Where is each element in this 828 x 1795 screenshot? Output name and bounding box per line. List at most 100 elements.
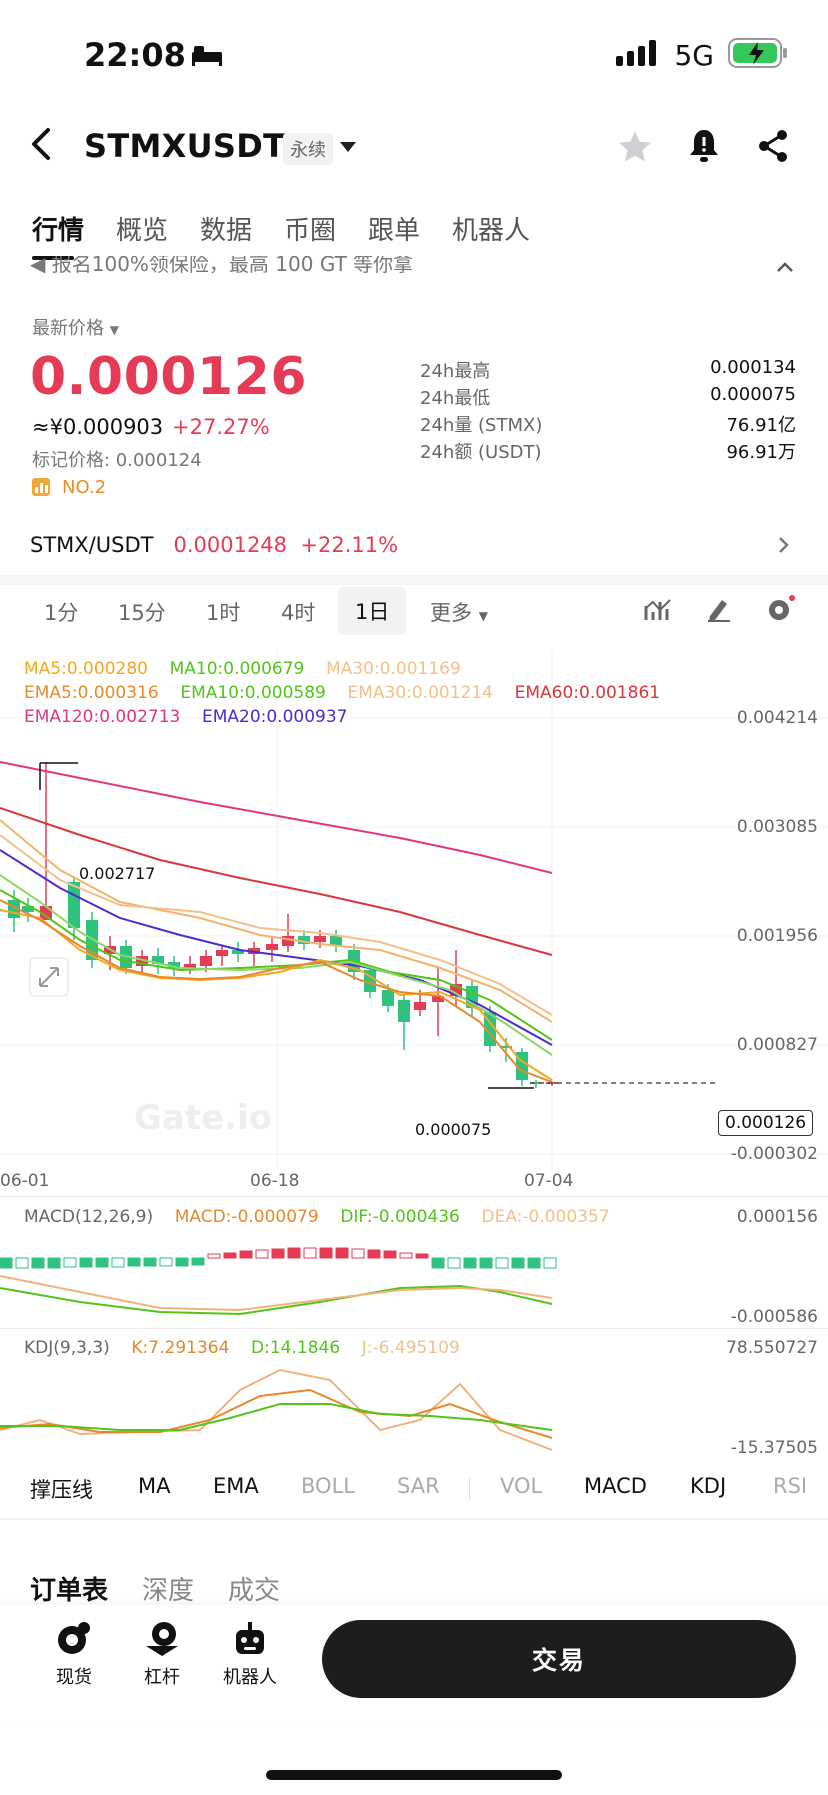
macd-bar <box>159 1257 173 1267</box>
tab-order-book[interactable]: 订单表 <box>30 1576 109 1606</box>
spot-chevron-icon[interactable] <box>778 536 790 558</box>
date-0: 06-01 <box>0 1171 50 1191</box>
ind-sar[interactable]: SAR <box>397 1474 440 1498</box>
ind-ema[interactable]: EMA <box>213 1474 259 1498</box>
tab-depth[interactable]: 深度 <box>142 1576 195 1606</box>
ma5-line <box>0 909 553 1081</box>
nav-margin[interactable]: 杠杆 <box>122 1620 202 1689</box>
back-icon[interactable] <box>28 126 56 166</box>
macd-bar <box>495 1257 509 1269</box>
tf-1m[interactable]: 1分 <box>44 601 79 625</box>
macd-bar <box>111 1257 125 1268</box>
legend-row-2: EMA5:0.000316 EMA10:0.000589 EMA30:0.001… <box>24 683 660 703</box>
ema120-line <box>0 761 553 874</box>
kdj-k: K:7.291364 <box>131 1338 230 1358</box>
cny-price: ≈¥0.000903 <box>32 415 164 439</box>
mark-price: 标记价格: 0.000124 <box>32 450 202 471</box>
candle-body <box>168 962 180 968</box>
nav-spot[interactable]: 现货 <box>34 1620 114 1689</box>
legend-row-3: EMA120:0.002713 EMA20:0.000937 <box>24 707 347 727</box>
legend-ema120: EMA120:0.002713 <box>24 707 181 727</box>
rank-label[interactable]: NO.2 <box>62 477 107 498</box>
ema10-line <box>0 874 553 1056</box>
battery-icon <box>728 38 788 72</box>
candle-body <box>298 936 310 944</box>
ind-ma[interactable]: MA <box>138 1474 171 1498</box>
ind-macd[interactable]: MACD <box>584 1474 647 1498</box>
announcement-banner[interactable]: ◀︎ 报名100%领保险，最高 100 GT 等你拿 <box>30 256 730 274</box>
macd-bar <box>127 1257 141 1267</box>
last-price: 0.000126 <box>30 347 308 407</box>
network-label: 5G <box>674 38 714 72</box>
macd-bar <box>415 1253 429 1259</box>
chart-settings-gear-icon[interactable] <box>766 594 796 628</box>
legend-ma10: MA10:0.000679 <box>169 659 305 679</box>
tf-more[interactable]: 更多 ▼ <box>430 601 488 625</box>
candlestick-chart[interactable] <box>0 650 828 1190</box>
candle-body <box>200 956 212 966</box>
collapse-chevron-icon[interactable] <box>776 258 794 277</box>
candle-body <box>22 906 34 912</box>
last-price-tag: 0.000126 <box>718 1110 814 1136</box>
tf-15m[interactable]: 15分 <box>118 601 166 625</box>
candle-body <box>530 1082 542 1084</box>
ind-boll[interactable]: BOLL <box>301 1474 355 1498</box>
ind-vol[interactable]: VOL <box>500 1474 543 1498</box>
ema5-line <box>0 899 553 1083</box>
indicator-chart-icon[interactable] <box>644 596 672 626</box>
tab-overview[interactable]: 概览 <box>116 216 169 246</box>
macd-bar <box>319 1247 333 1259</box>
macd-bar <box>239 1250 253 1259</box>
legend-row-1: MA5:0.000280 MA10:0.000679 MA30:0.001169 <box>24 659 461 679</box>
date-1: 06-18 <box>250 1171 300 1191</box>
last-price-label[interactable]: 最新价格 ▼ <box>32 318 119 339</box>
tab-trades[interactable]: 成交 <box>228 1576 281 1606</box>
tab-data[interactable]: 数据 <box>200 216 253 246</box>
legend-ema60: EMA60:0.001861 <box>514 683 661 703</box>
macd-bar <box>527 1257 541 1269</box>
status-time: 22:08 <box>84 36 186 74</box>
tf-1h[interactable]: 1时 <box>206 601 241 625</box>
tab-market[interactable]: 行情 <box>32 216 85 246</box>
favorite-star-icon[interactable] <box>617 130 653 168</box>
status-right: 5G <box>616 38 788 72</box>
robot-icon <box>210 1620 290 1663</box>
ind-kdj[interactable]: KDJ <box>690 1474 727 1498</box>
candle-body <box>414 1002 426 1010</box>
ema20-line <box>0 849 553 1046</box>
share-icon[interactable] <box>756 128 790 168</box>
kdj-divider <box>0 1328 828 1329</box>
pair-dropdown-icon[interactable] <box>340 142 356 152</box>
spot-price: 0.0001248 <box>173 533 288 557</box>
high-annotation: 0.002717 <box>79 864 156 883</box>
ind-rsi[interactable]: RSI <box>773 1474 808 1498</box>
axis-price-3: 0.000827 <box>736 1035 818 1055</box>
macd-bar <box>0 1257 13 1269</box>
spot-pair-row[interactable]: STMX/USDT 0.0001248 +22.11% <box>30 533 800 557</box>
low-annotation: 0.000075 <box>415 1120 492 1139</box>
tf-1d[interactable]: 1日 <box>338 587 407 635</box>
tab-bots[interactable]: 机器人 <box>452 216 531 246</box>
candle-body <box>500 1046 512 1048</box>
tab-copy-trading[interactable]: 跟单 <box>368 216 421 246</box>
draw-pen-icon[interactable] <box>706 596 732 626</box>
pair-title[interactable]: STMXUSDT <box>84 127 286 165</box>
candle-body <box>398 1000 410 1022</box>
macd-bar <box>383 1250 397 1259</box>
macd-bar <box>15 1257 29 1269</box>
price-alert-bell-icon[interactable] <box>688 128 720 168</box>
trade-button[interactable]: 交易 <box>322 1620 796 1698</box>
tab-community[interactable]: 币圈 <box>284 216 337 246</box>
tf-4h[interactable]: 4时 <box>281 601 316 625</box>
macd-bar <box>287 1247 301 1259</box>
dea-value: DEA:-0.000357 <box>481 1207 610 1227</box>
ind-support-resistance[interactable]: 撑压线 <box>30 1478 93 1502</box>
macd-bar <box>511 1257 525 1269</box>
macd-bar <box>351 1248 365 1259</box>
legend-ema10: EMA10:0.000589 <box>180 683 326 703</box>
candle-body <box>68 882 80 928</box>
nav-bot[interactable]: 机器人 <box>210 1620 290 1689</box>
legend-ema5: EMA5:0.000316 <box>24 683 159 703</box>
expand-chart-icon[interactable] <box>30 958 68 996</box>
kdj-d: D:14.1846 <box>251 1338 341 1358</box>
